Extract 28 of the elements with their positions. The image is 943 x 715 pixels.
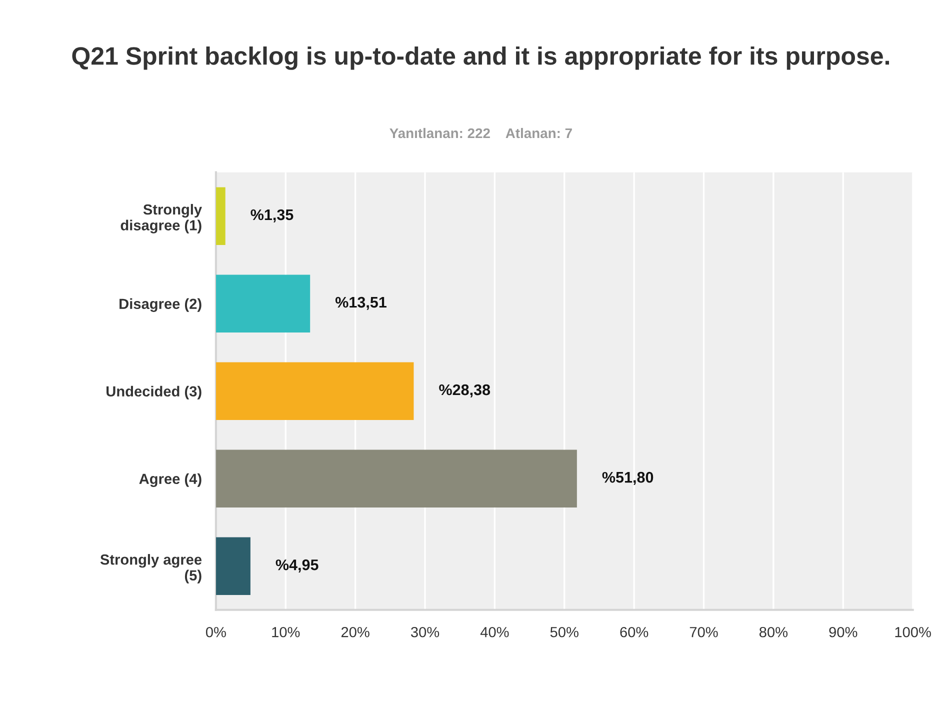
x-tick-label: 90% [829, 626, 858, 638]
y-tick-label: Strongly disagree (1) [120, 204, 202, 234]
y-tick-label: Disagree (2) [120, 298, 202, 312]
bar [216, 362, 414, 420]
x-tick-label: 10% [272, 626, 300, 638]
data-label: %51,80 [602, 472, 654, 485]
y-tick-label: Undecided (3) [106, 386, 202, 400]
x-tick-label: 100% [895, 626, 931, 638]
data-label: %13,51 [335, 296, 386, 310]
x-tick-label: 70% [690, 626, 718, 638]
chart-title: Q21 Sprint backlog is up-to-date and it is appropriate for its purpose. [72, 46, 890, 70]
data-label: %1,35 [250, 209, 294, 222]
x-tick-label: 20% [341, 626, 370, 638]
chart-subtitle: Yanıtlanan: 222 Atlanan: 7 [390, 128, 572, 138]
y-tick-label: Agree (4) [139, 473, 202, 487]
x-tick-label: 60% [620, 626, 648, 638]
bar [216, 274, 310, 332]
x-tick-label: 50% [550, 626, 578, 638]
x-tick-label: 0% [206, 626, 226, 638]
y-tick-label: Strongly agree (5) [100, 554, 202, 584]
bar [216, 187, 226, 245]
bar [216, 450, 577, 508]
data-label: %4,95 [276, 559, 318, 572]
x-tick-label: 30% [410, 626, 440, 638]
bar [216, 537, 250, 596]
x-tick-label: 40% [480, 626, 509, 638]
data-label: %28,38 [439, 384, 490, 398]
x-tick-label: 80% [759, 626, 788, 638]
